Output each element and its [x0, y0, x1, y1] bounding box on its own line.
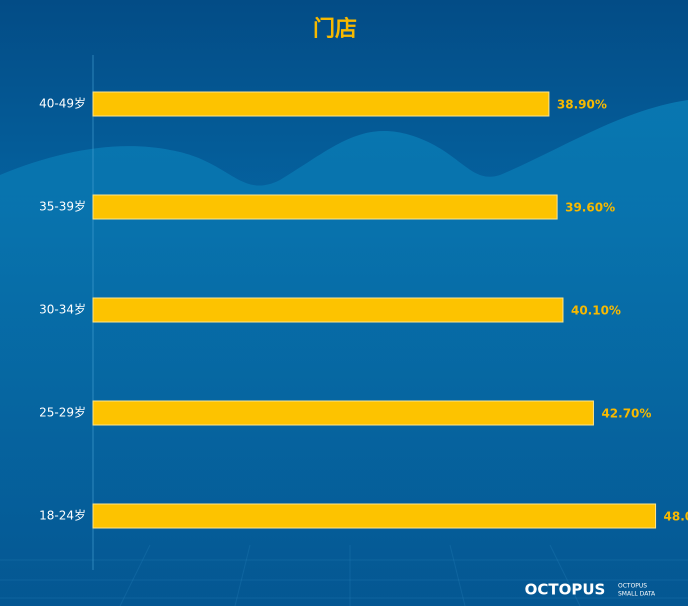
value-label: 38.90% [557, 98, 607, 112]
bar [92, 194, 558, 220]
wave [0, 100, 688, 606]
value-label: 40.10% [571, 304, 621, 318]
value-label: 39.60% [565, 201, 615, 215]
y-tick-label: 35-39岁 [39, 199, 86, 214]
y-tick-label: 18-24岁 [39, 508, 86, 523]
grid-floor [0, 544, 688, 606]
y-tick-label: 30-34岁 [39, 302, 86, 317]
bar [92, 297, 564, 323]
bar [92, 400, 594, 426]
y-tick-label: 40-49岁 [39, 96, 86, 111]
y-tick-label: 25-29岁 [39, 405, 86, 420]
bar [92, 503, 657, 529]
value-label: 42.70% [601, 407, 651, 421]
logo-sub: SMALL DATA [618, 591, 656, 598]
value-label: 48.00% [664, 510, 688, 524]
logo-sub: OCTOPUS [618, 583, 647, 590]
logo: OCTOPUS [525, 581, 606, 599]
chart-title: 门店 [313, 16, 357, 42]
bar [92, 91, 550, 117]
